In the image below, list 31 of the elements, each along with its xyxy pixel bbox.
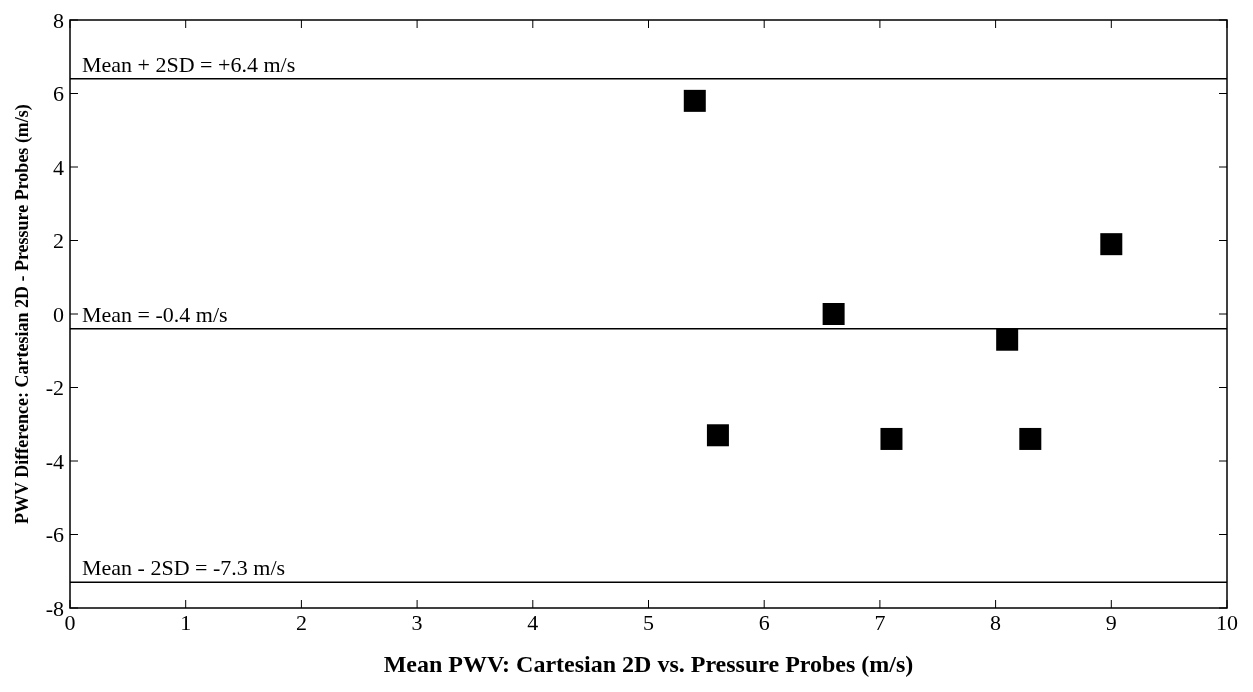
point (822, 303, 845, 325)
y-tick-label: 2 (53, 228, 64, 254)
ref-line-label: Mean + 2SD = +6.4 m/s (82, 51, 296, 77)
point (706, 424, 729, 447)
x-tick-label: 1 (180, 610, 192, 635)
y-tick-label: 6 (53, 81, 64, 107)
x-tick-label: 10 (1216, 610, 1238, 635)
x-tick-label: 5 (643, 610, 654, 635)
y-tick-label: -2 (45, 375, 64, 401)
point (996, 328, 1019, 351)
y-tick-label: -4 (45, 448, 64, 474)
x-tick-label: 9 (1105, 610, 1117, 635)
y-axis-title: PWV Difference: Cartesian 2D - Pressure Probes (m/s) (12, 104, 33, 524)
x-axis-title: Mean PWV: Cartesian 2D vs. Pressure Probes (m/s) (383, 651, 914, 677)
y-tick-label: -8 (45, 595, 64, 621)
point (683, 89, 706, 112)
point (1019, 427, 1042, 450)
point (880, 427, 903, 450)
ref-line-label: Mean - 2SD = -7.3 m/s (82, 555, 286, 581)
x-tick-label: 3 (411, 610, 423, 635)
x-tick-label: 7 (874, 610, 886, 635)
x-tick-label: 2 (295, 610, 307, 635)
point (1100, 233, 1123, 256)
ref-line-label: Mean = -0.4 m/s (82, 301, 228, 327)
y-tick-label: -6 (45, 522, 64, 548)
x-tick-label: 6 (758, 610, 770, 635)
y-tick-label: 8 (53, 7, 64, 33)
x-tick-label: 8 (990, 610, 1002, 635)
y-tick-label: 4 (53, 154, 64, 180)
y-tick-label: 0 (53, 301, 64, 327)
x-tick-label: 4 (527, 610, 539, 635)
